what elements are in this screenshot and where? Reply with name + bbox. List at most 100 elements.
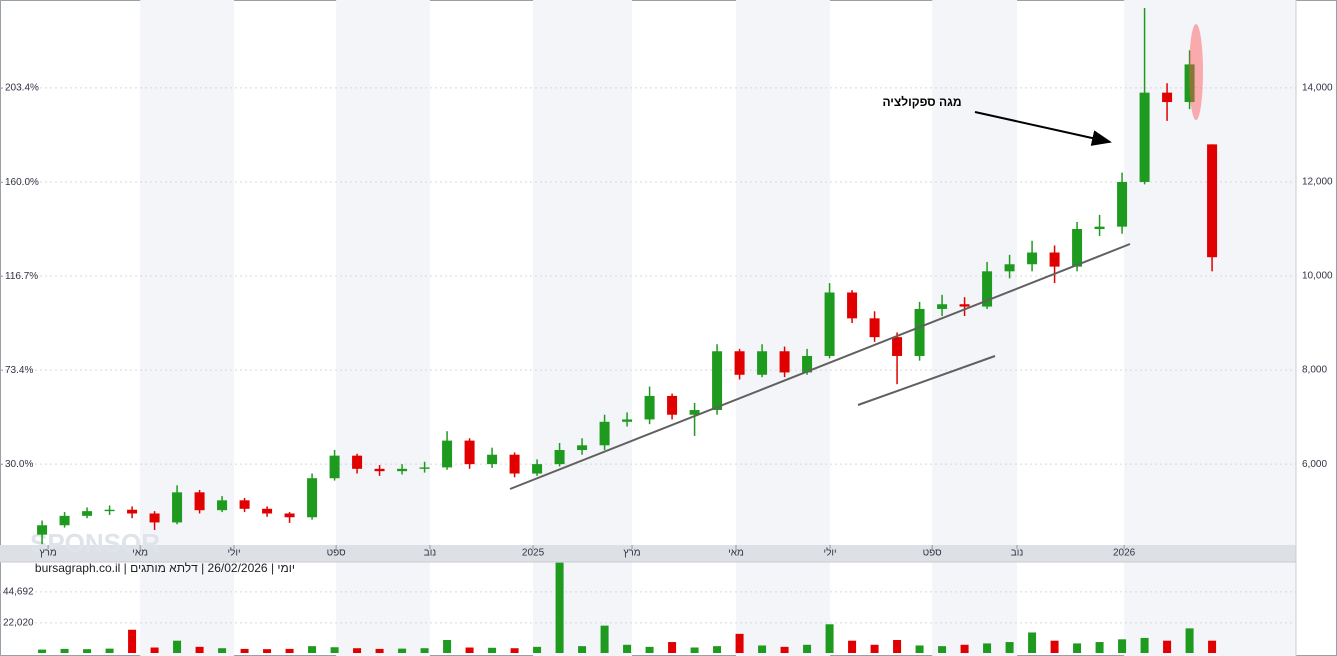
volume-bar (983, 643, 992, 653)
candle-body (757, 351, 768, 375)
candle-body (194, 492, 205, 511)
x-tick-label: ספט (923, 548, 943, 559)
volume-bar (173, 640, 182, 653)
footer: יומי | 26/02/2026 | דלתא מותגים | bursag… (35, 561, 295, 575)
volume-bar (1185, 628, 1194, 653)
volume-bar (443, 640, 452, 653)
volume-bar (398, 648, 407, 653)
volume-bar (533, 646, 542, 653)
candle-body (667, 395, 678, 415)
candle-body (644, 395, 655, 420)
volume-bar (893, 640, 902, 653)
candle-body (914, 308, 925, 356)
candle-body (1027, 252, 1038, 265)
volume-bar (668, 642, 677, 653)
annotation: מגה ספקולציה (882, 95, 961, 109)
x-tick-label: מרץ (623, 548, 640, 559)
candle-body (509, 454, 520, 474)
candle-body (622, 419, 633, 422)
y-tick-label: 6,000 (1302, 459, 1327, 470)
volume-bar (1208, 640, 1217, 653)
watermark: SPONSOR (30, 528, 160, 558)
y2-tick-label: 116.7% (5, 271, 38, 282)
candle-body (779, 351, 790, 373)
volume-bar (735, 633, 744, 653)
volume-bar (60, 648, 69, 653)
candle-body (262, 508, 273, 514)
volume-bar (1118, 639, 1127, 653)
candle-body (104, 509, 115, 512)
candle-body (1139, 92, 1150, 182)
candle-body (464, 440, 475, 465)
volume-bar (420, 648, 429, 653)
volume-bar (218, 648, 227, 653)
x-tick-label: ספט (327, 548, 347, 559)
volume-bar (375, 648, 384, 653)
candle-body (1184, 64, 1195, 103)
volume-bar (600, 625, 609, 653)
volume-bar (960, 644, 969, 653)
candle-body (599, 421, 610, 446)
candle-body (689, 410, 700, 415)
volume-bar (353, 648, 362, 653)
x-tick-label: נוב (1011, 548, 1024, 559)
y-tick-label: 8,000 (1302, 365, 1327, 376)
candle-body (824, 292, 835, 356)
candle-body (1049, 252, 1060, 267)
candle-body (149, 513, 160, 523)
volume-bar (285, 648, 294, 653)
x-tick-label: מאי (132, 548, 148, 559)
candle-body (869, 318, 880, 338)
volume-bar (38, 649, 47, 653)
candle-body (307, 478, 318, 518)
volume-bar (938, 646, 947, 653)
annotation-arrow (974, 111, 1112, 146)
volume-bar (1073, 643, 1082, 653)
x-tick-label: יולי (823, 547, 836, 559)
x-tick-label: מאי (728, 548, 744, 559)
candle-body (959, 304, 970, 307)
candle-body (487, 454, 498, 465)
volume-bar (803, 644, 812, 653)
volume-bar (825, 624, 834, 653)
volume-bar (690, 647, 699, 653)
volume-bar (195, 646, 204, 653)
x-tick-label: מרץ (40, 548, 57, 559)
volume-bar (915, 645, 924, 653)
candle-body (419, 467, 430, 469)
volume-bar (758, 645, 767, 653)
y-tick-label: 14,000 (1302, 83, 1333, 94)
candle-body (577, 445, 588, 451)
plot: מרץ מאי יולי ספט נוב 2025 מרץ מאי יולי ספט נוב 2026… (0, 7, 1333, 653)
trend-line (509, 243, 1131, 490)
volume-bar (465, 647, 474, 653)
candle-body (1072, 229, 1083, 267)
candle-body (217, 500, 228, 511)
x-axis-band (0, 545, 1296, 562)
candle-body (172, 492, 183, 523)
candle-body (734, 351, 745, 375)
volume-bar (150, 647, 159, 653)
volume-bar (578, 646, 587, 653)
candle-body (59, 515, 70, 526)
x-tick-label: נוב (424, 548, 437, 559)
y-tick-label: 10,000 (1302, 271, 1333, 282)
volume-bar (713, 646, 722, 653)
volume-bar (263, 649, 272, 653)
volume-bar (848, 640, 857, 653)
volume-bar (105, 648, 114, 653)
volume-bar (780, 646, 789, 653)
candle-body (397, 468, 408, 472)
y2-tick-label: 160.0% (5, 177, 39, 188)
candle-body (442, 440, 453, 468)
volume-bar (330, 647, 339, 653)
volume-bar (240, 648, 249, 653)
x-tick-label: 2025 (522, 548, 545, 559)
candle-body (1162, 92, 1173, 103)
candle-body (1094, 226, 1105, 230)
candle-body (712, 351, 723, 411)
x-tick-label: יולי (227, 547, 240, 559)
candle-body (554, 450, 565, 465)
candle-body (892, 337, 903, 356)
